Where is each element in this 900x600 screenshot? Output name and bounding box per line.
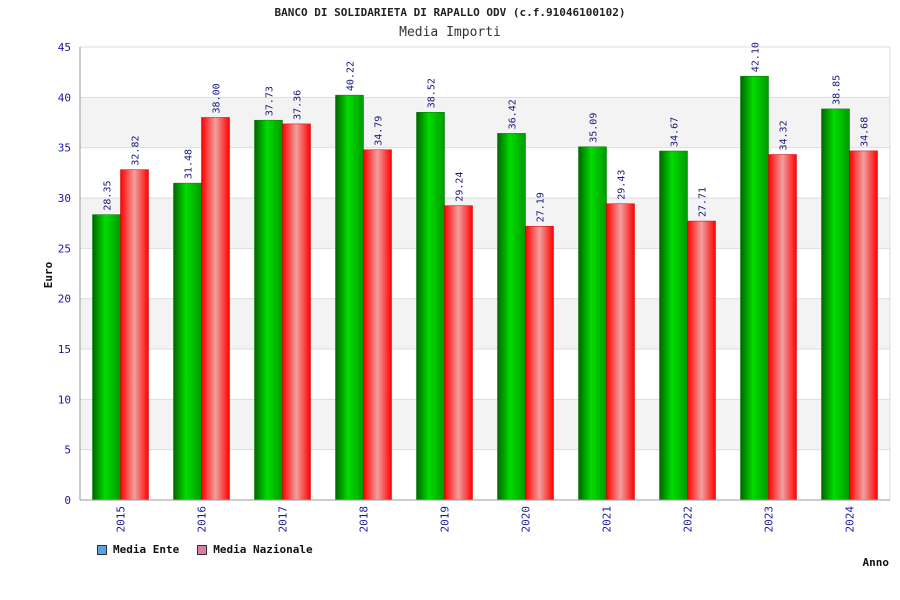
data-label: 28.35 (103, 181, 114, 211)
data-label: 42.10 (751, 42, 762, 72)
x-tick-label: 2024 (844, 506, 857, 533)
legend-item-media-nazionale: Media Nazionale (197, 543, 313, 556)
x-tick-label: 2022 (682, 506, 695, 533)
data-label: 29.24 (455, 172, 466, 202)
y-tick-label: 10 (58, 393, 71, 406)
y-tick-label: 25 (58, 242, 71, 255)
data-labels: 28.35 32.82 31.48 38.00 37.73 37.36 40.22 34.79… (103, 42, 871, 222)
data-label: 38.52 (427, 78, 438, 108)
data-label: 34.67 (670, 117, 681, 147)
legend-label-media-nazionale: Media Nazionale (213, 543, 313, 556)
y-tick-label: 5 (64, 444, 71, 457)
x-axis-label: Anno (863, 556, 890, 569)
bar-media-nazionale-2021 (606, 203, 635, 501)
chart-subtitle: Media Importi (399, 25, 501, 40)
data-label: 35.09 (589, 113, 600, 143)
legend-label-media-ente: Media Ente (113, 543, 180, 556)
data-label: 32.82 (131, 136, 142, 166)
bar-media-ente-2021 (578, 146, 607, 501)
bar-media-nazionale-2017 (282, 123, 311, 501)
data-label: 34.32 (779, 120, 790, 150)
bar-media-ente-2020 (497, 133, 526, 501)
x-tick-label: 2019 (439, 506, 452, 533)
bar-media-nazionale-2016 (201, 117, 230, 501)
legend: Media Ente Media Nazionale (97, 543, 313, 556)
y-axis-label: Euro (42, 261, 55, 288)
x-axis-ticks: 2015 2016 2017 2018 2019 2020 2021 2022 2023 2024 (115, 506, 857, 533)
bar-media-ente-2018 (335, 94, 364, 501)
data-label: 34.79 (374, 116, 385, 146)
bar-media-ente-2022 (659, 150, 688, 501)
legend-swatch-media-nazionale (197, 544, 208, 555)
bar-media-nazionale-2023 (768, 154, 797, 501)
x-tick-label: 2016 (196, 506, 209, 533)
bar-media-nazionale-2018 (363, 149, 392, 501)
y-tick-label: 15 (58, 343, 71, 356)
data-label: 29.43 (617, 170, 628, 200)
data-label: 27.71 (698, 187, 709, 217)
y-tick-label: 0 (64, 494, 71, 507)
y-tick-label: 40 (58, 91, 71, 104)
chart-title: BANCO DI SOLIDARIETA DI RAPALLO ODV (c.f… (274, 6, 626, 19)
bars (92, 75, 878, 501)
data-label: 27.19 (536, 192, 547, 222)
legend-swatch-media-ente (97, 544, 107, 555)
x-tick-label: 2023 (763, 506, 776, 533)
data-label: 36.42 (508, 99, 519, 129)
bar-media-ente-2023 (740, 75, 769, 501)
data-label: 31.48 (184, 149, 195, 179)
data-label: 34.68 (860, 117, 871, 147)
bar-media-nazionale-2019 (444, 205, 473, 501)
data-label: 37.73 (265, 86, 276, 116)
y-tick-label: 45 (58, 41, 71, 54)
bar-media-ente-2016 (173, 182, 202, 501)
bar-media-ente-2019 (416, 111, 445, 501)
x-tick-label: 2020 (520, 506, 533, 533)
bar-media-nazionale-2022 (687, 220, 716, 501)
x-tick-label: 2017 (277, 506, 290, 533)
y-axis-ticks: 0 5 10 15 20 25 30 35 40 45 (58, 41, 71, 507)
data-label: 37.36 (293, 90, 304, 120)
bar-media-ente-2015 (92, 214, 121, 501)
y-tick-label: 20 (58, 293, 71, 306)
legend-item-media-ente: Media Ente (97, 543, 179, 556)
y-tick-label: 30 (58, 192, 71, 205)
bar-media-ente-2017 (254, 119, 283, 501)
bar-media-nazionale-2020 (525, 226, 554, 501)
x-tick-label: 2015 (115, 506, 128, 533)
bar-media-ente-2024 (821, 108, 850, 501)
y-tick-label: 35 (58, 142, 71, 155)
x-tick-label: 2018 (358, 506, 371, 533)
bar-media-nazionale-2024 (849, 150, 878, 501)
data-label: 40.22 (346, 61, 357, 91)
bar-media-nazionale-2015 (120, 169, 149, 501)
x-tick-label: 2021 (601, 506, 614, 533)
data-label: 38.85 (832, 75, 843, 105)
data-label: 38.00 (212, 83, 223, 113)
